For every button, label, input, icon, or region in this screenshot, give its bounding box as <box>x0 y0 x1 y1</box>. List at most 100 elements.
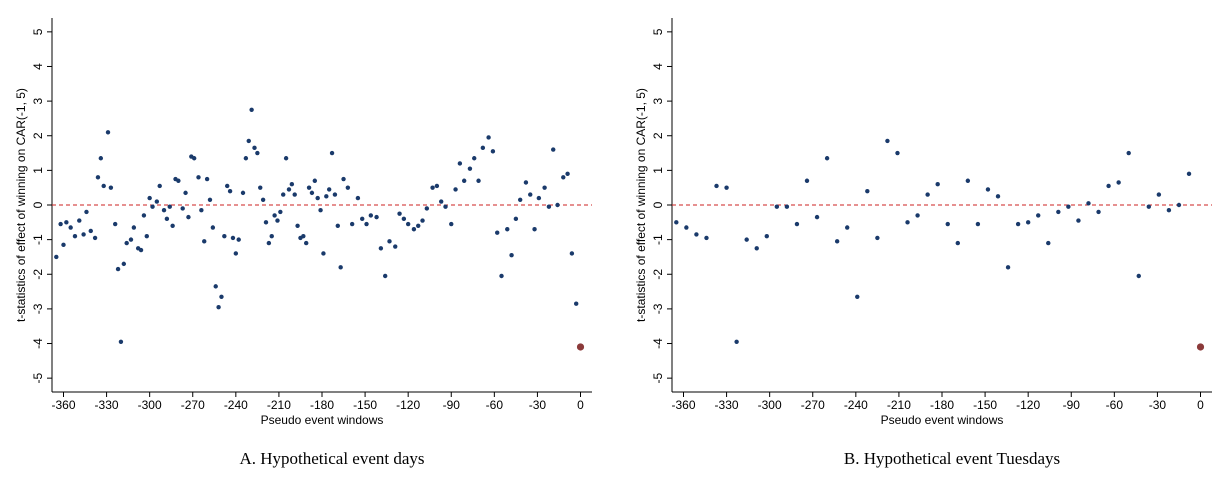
point <box>272 213 277 218</box>
point <box>443 204 448 209</box>
y-axis-title: t-statistics of effect of winning on CAR… <box>14 88 28 322</box>
point <box>1136 273 1141 279</box>
point <box>574 301 579 306</box>
point <box>144 233 149 239</box>
point <box>1196 343 1205 351</box>
x-tick-label: -240 <box>224 398 248 412</box>
point <box>453 187 458 192</box>
point <box>58 221 63 227</box>
point <box>1086 201 1091 206</box>
point <box>1096 209 1101 215</box>
x-tick-label: -360 <box>671 398 695 412</box>
point <box>397 211 402 216</box>
point <box>551 147 556 152</box>
point <box>378 246 384 251</box>
point <box>301 233 306 239</box>
point <box>684 225 689 230</box>
point <box>1126 150 1131 156</box>
point <box>814 214 820 220</box>
point <box>191 156 197 161</box>
x-tick-label: -270 <box>181 398 205 412</box>
point <box>138 247 144 253</box>
point <box>345 185 351 190</box>
point <box>517 197 523 203</box>
y-tick-label: 5 <box>651 28 665 35</box>
y-tick-label: 2 <box>31 132 45 139</box>
point <box>335 223 340 228</box>
point <box>1186 171 1192 177</box>
point <box>349 221 355 227</box>
y-tick-label: -5 <box>651 372 665 383</box>
point <box>283 156 289 161</box>
point <box>674 220 679 225</box>
x-tick-label: -180 <box>930 398 954 412</box>
point <box>834 239 840 244</box>
caption: A. Hypothetical event days <box>239 449 424 468</box>
x-tick-label: -150 <box>353 398 377 412</box>
point <box>895 150 900 156</box>
point <box>744 237 749 242</box>
point <box>905 220 910 225</box>
point <box>204 176 210 182</box>
point <box>495 230 500 235</box>
point <box>499 273 504 279</box>
point <box>784 204 790 209</box>
y-tick-label: -5 <box>31 372 45 383</box>
point <box>101 183 106 189</box>
point <box>486 135 491 140</box>
point <box>243 156 249 161</box>
point <box>374 214 379 220</box>
point <box>186 214 191 220</box>
point <box>131 225 137 230</box>
point <box>714 183 719 189</box>
point <box>315 195 320 201</box>
x-tick-label: -60 <box>486 398 504 412</box>
point <box>263 220 269 225</box>
x-tick-label: -30 <box>529 398 547 412</box>
x-tick-label: -180 <box>310 398 334 412</box>
point <box>150 204 155 209</box>
point <box>128 237 134 242</box>
x-tick-label: -90 <box>443 398 461 412</box>
point <box>542 185 547 190</box>
point <box>213 284 218 289</box>
point <box>230 235 236 241</box>
point <box>199 207 204 213</box>
point <box>461 178 467 183</box>
y-tick-label: -4 <box>651 338 665 349</box>
x-tick-label: -210 <box>887 398 911 412</box>
x-tick-label: -120 <box>396 398 420 412</box>
point <box>233 251 239 256</box>
point <box>472 156 477 161</box>
point <box>260 197 266 203</box>
point <box>875 235 880 241</box>
point <box>975 221 981 227</box>
point <box>1076 218 1081 223</box>
point <box>1015 221 1021 227</box>
x-tick-label: 0 <box>1197 398 1204 412</box>
x-tick-label: -60 <box>1106 398 1124 412</box>
y-tick-label: 4 <box>31 63 45 70</box>
point <box>368 213 374 218</box>
x-tick-label: -270 <box>801 398 825 412</box>
point <box>210 225 216 230</box>
point <box>694 232 699 237</box>
point <box>124 240 129 246</box>
point <box>309 190 315 196</box>
point <box>157 183 162 189</box>
point <box>364 221 369 227</box>
y-tick-label: -4 <box>31 338 45 349</box>
point <box>915 213 920 218</box>
point <box>249 107 254 112</box>
point <box>434 183 440 189</box>
y-axis-title: t-statistics of effect of winning on CAR… <box>634 88 648 322</box>
y-tick-label: 1 <box>651 167 665 174</box>
point <box>338 265 343 270</box>
point <box>1106 183 1111 189</box>
y-tick-label: -2 <box>31 269 45 280</box>
x-tick-label: -210 <box>267 398 291 412</box>
point <box>105 130 111 135</box>
point <box>955 240 960 246</box>
